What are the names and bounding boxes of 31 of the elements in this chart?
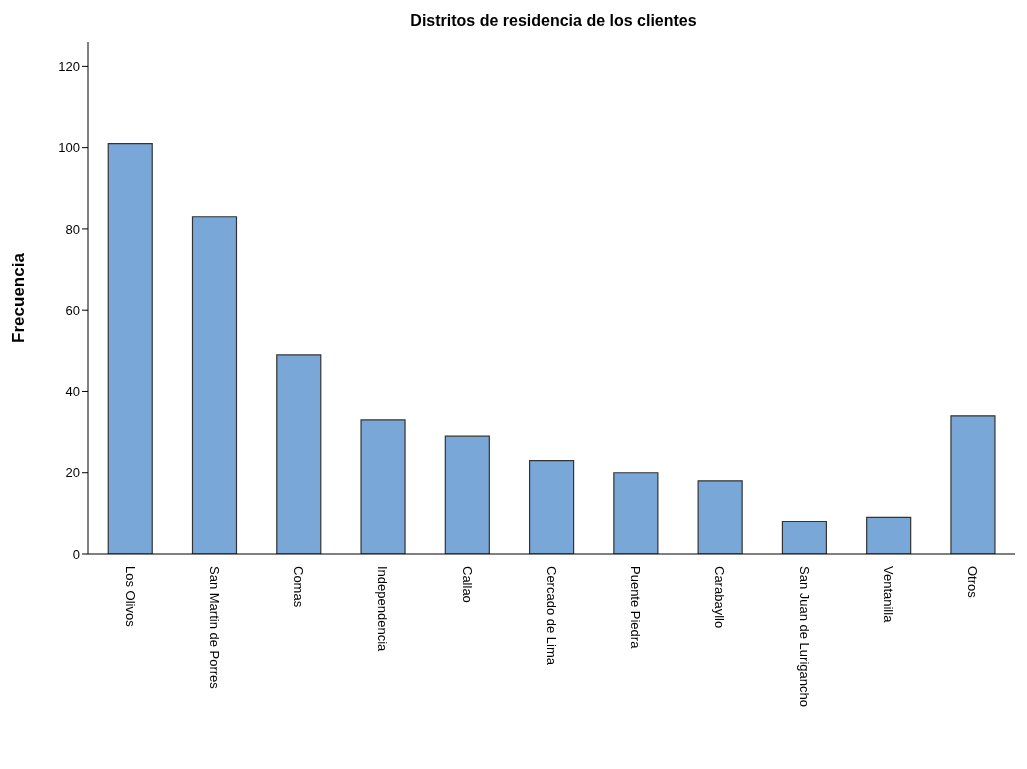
bar: [107, 142, 153, 554]
bar: [191, 216, 238, 554]
bar: [866, 516, 912, 554]
y-tick-label: 40: [65, 384, 80, 400]
x-tick-label: Otros: [965, 566, 981, 599]
y-tick-label: 80: [65, 221, 80, 237]
bar: [528, 459, 575, 554]
y-axis-title: Frecuencia: [9, 252, 29, 343]
y-tick-label: 20: [65, 465, 80, 481]
bar: [697, 480, 743, 554]
x-tick-label: Comas: [291, 566, 307, 608]
x-tick-label: San Juan de Lurigancho: [796, 566, 812, 707]
x-tick-label: Callao: [459, 566, 475, 603]
x-tick-label: Carabayllo: [712, 566, 728, 629]
y-tick-label: 120: [58, 59, 80, 74]
bar: [950, 415, 996, 554]
bar: [781, 520, 828, 554]
x-tick-label: Cercado de Lima: [543, 566, 559, 666]
y-tick-label: 60: [65, 302, 80, 318]
bar: [360, 419, 406, 554]
bar: [444, 435, 490, 554]
x-tick-label: San Martin de Porres: [206, 566, 222, 690]
y-tick-label: 0: [72, 546, 80, 562]
x-tick-label: Los Olivos: [122, 566, 138, 628]
chart-title: Distritos de residencia de los clientes: [409, 11, 698, 31]
x-tick-label: Ventanilla: [881, 566, 897, 624]
x-tick-label: Puente Piedra: [628, 566, 644, 650]
bar: [613, 472, 659, 554]
x-tick-label: Independencia: [375, 566, 391, 653]
bar: [276, 354, 322, 554]
y-tick-label: 100: [58, 140, 80, 156]
